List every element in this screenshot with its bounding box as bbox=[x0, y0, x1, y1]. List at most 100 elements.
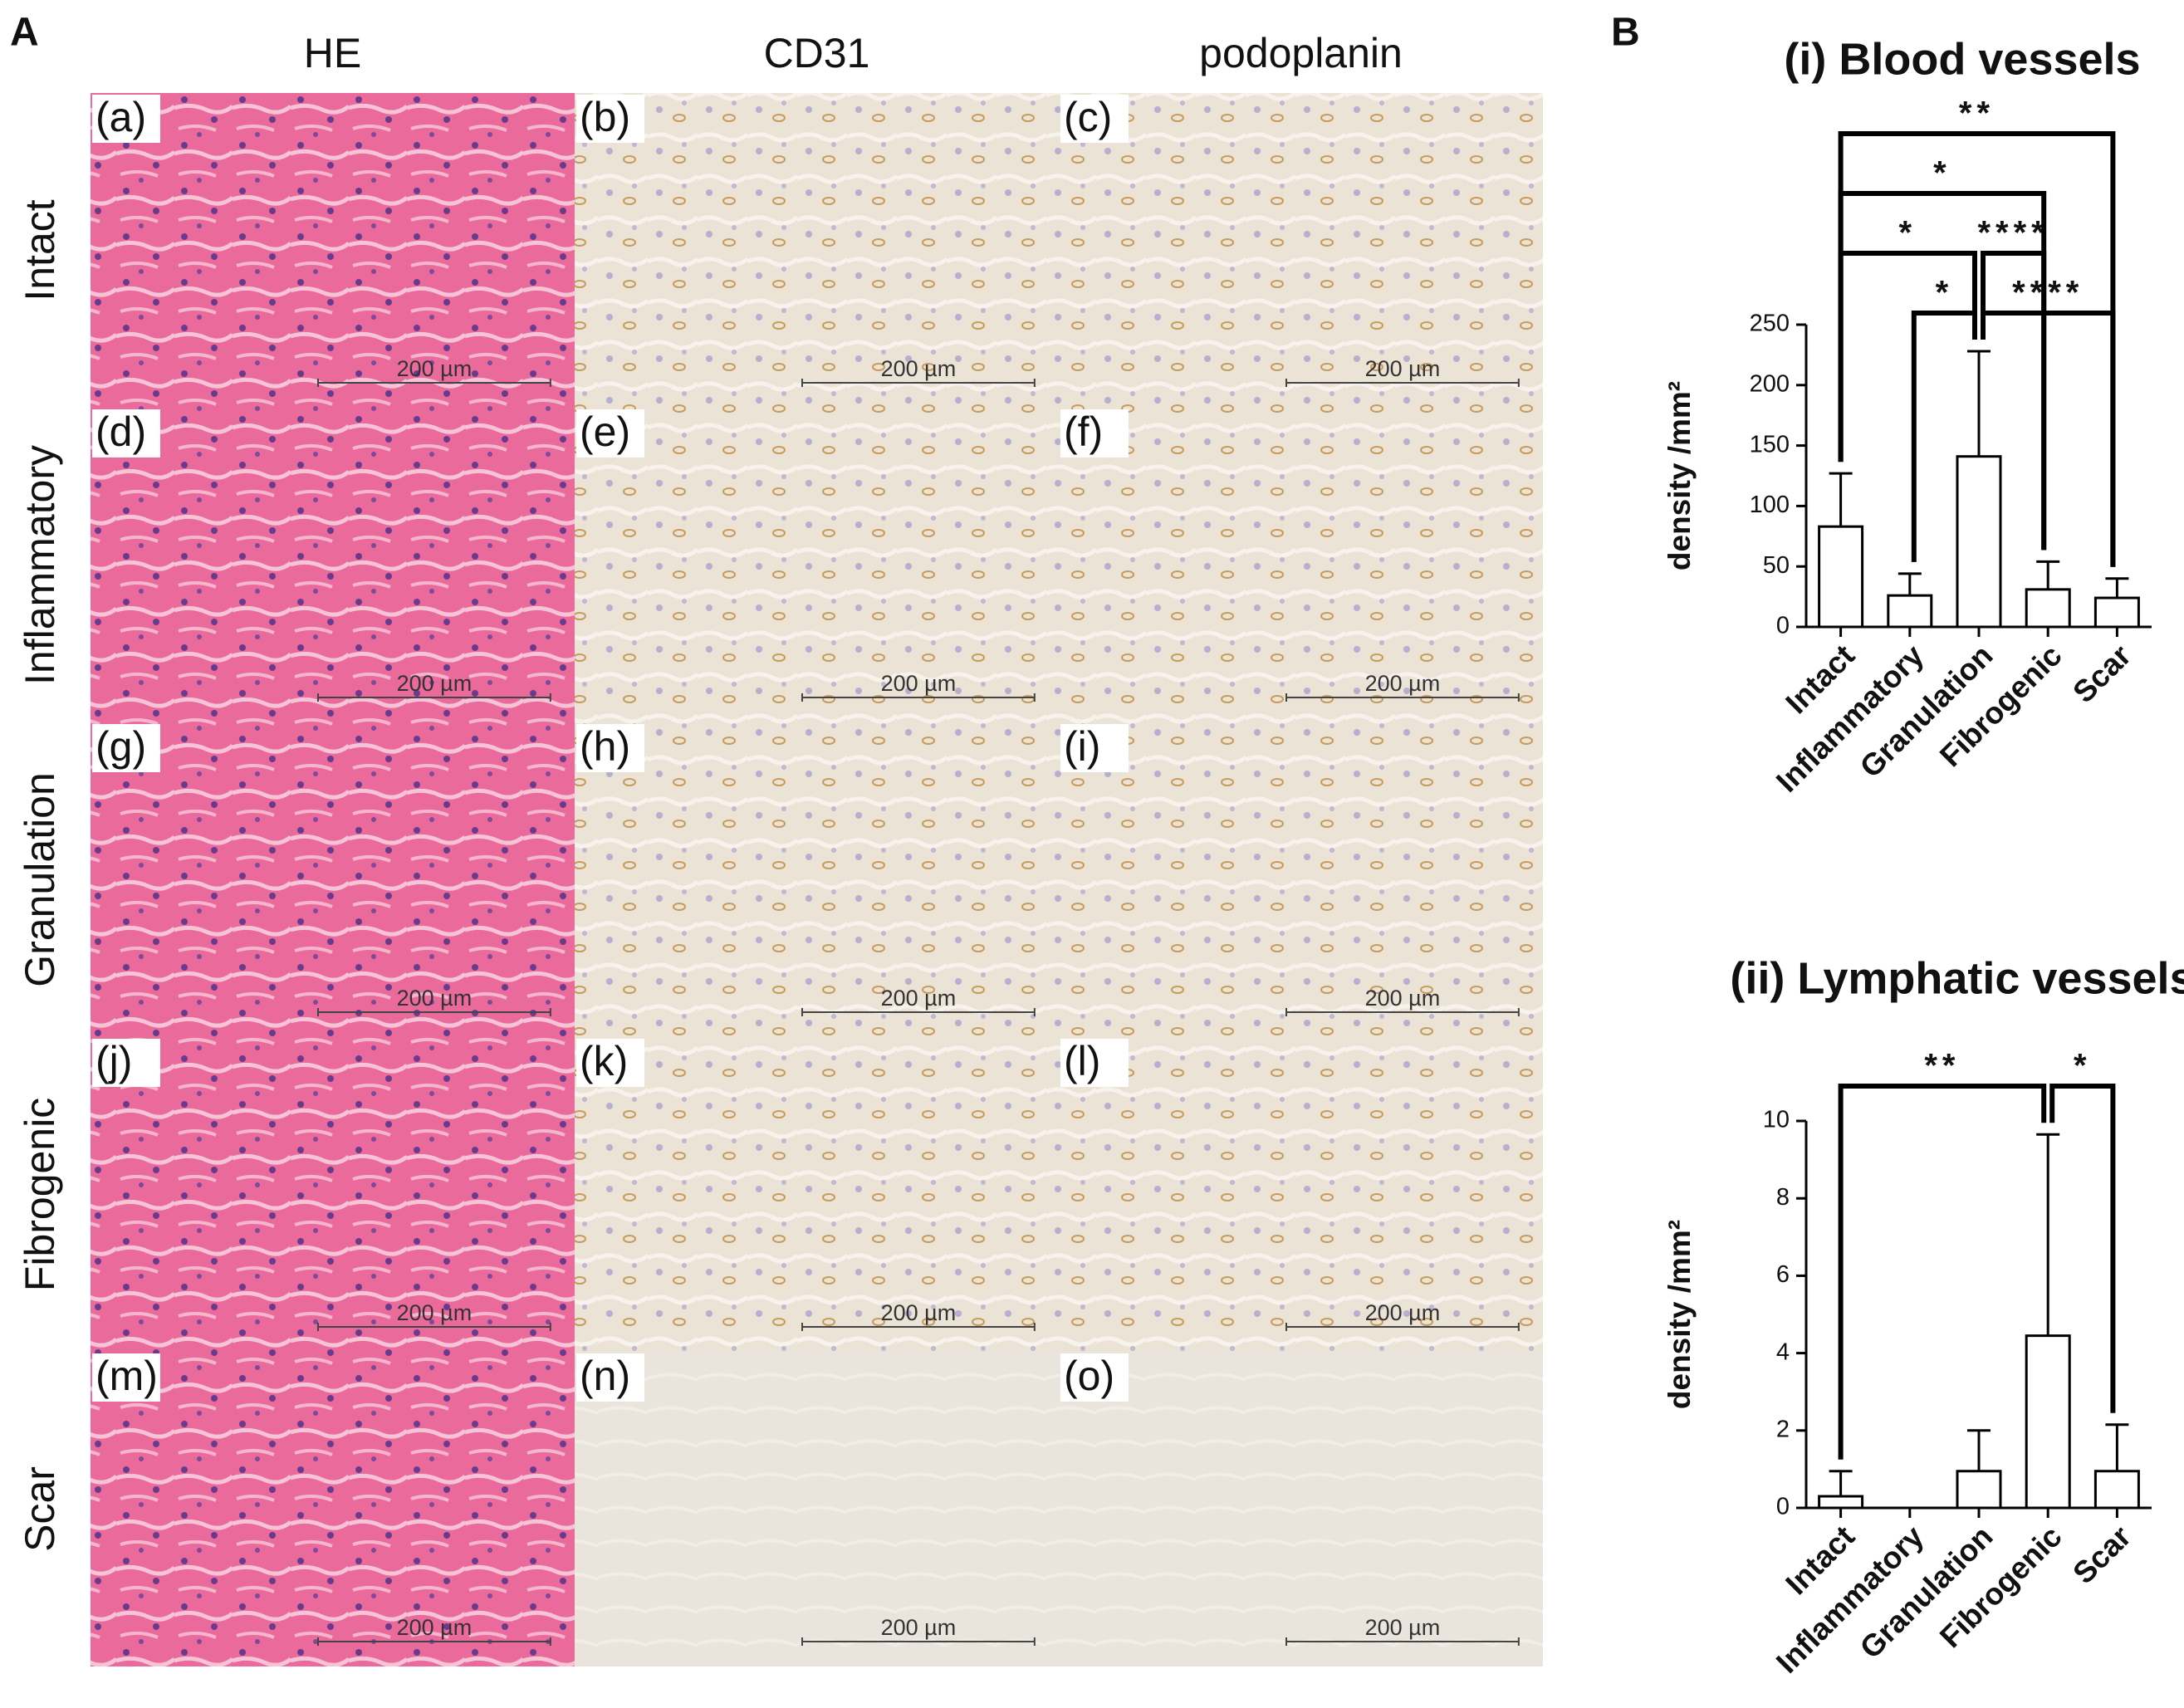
panel-letter-bg bbox=[92, 95, 160, 143]
bar bbox=[2025, 588, 2071, 629]
scale-bar-label: 200 µm bbox=[881, 356, 957, 381]
micrograph bbox=[91, 1352, 575, 1666]
bar bbox=[2093, 1470, 2140, 1510]
scale-bar-label: 200 µm bbox=[1365, 356, 1441, 381]
micrograph bbox=[1059, 93, 1543, 408]
scale-bar-label: 200 µm bbox=[881, 671, 957, 696]
row-label: Intact bbox=[17, 199, 63, 301]
panel-label: B bbox=[1611, 11, 1640, 55]
bar bbox=[1956, 1470, 2002, 1510]
bar bbox=[2093, 596, 2140, 629]
y-tick-label: 100 bbox=[1750, 492, 1790, 518]
scale-bar-label: 200 µm bbox=[397, 986, 473, 1011]
micrograph bbox=[91, 408, 575, 722]
panel-letter-bg bbox=[92, 1353, 160, 1402]
panel-letter-bg bbox=[1060, 95, 1129, 143]
panel-letter: (a) bbox=[95, 94, 146, 140]
panel-letter-bg bbox=[1060, 724, 1129, 772]
significance-label: **** bbox=[1977, 215, 2049, 252]
significance-label: * bbox=[1936, 275, 1954, 311]
scale-bar-label: 200 µm bbox=[397, 1300, 473, 1325]
panel-letter: (n) bbox=[580, 1353, 630, 1399]
micrograph bbox=[575, 722, 1059, 1037]
panel-letter-bg bbox=[576, 409, 644, 458]
micrograph bbox=[91, 1037, 575, 1352]
panel-letter-bg bbox=[1060, 409, 1129, 458]
micrograph bbox=[575, 1352, 1059, 1666]
panel-letter-bg bbox=[576, 1039, 644, 1087]
y-axis-label: density /mm² bbox=[1662, 1220, 1697, 1409]
chart-title: (ii) Lymphatic vessels bbox=[1730, 953, 2184, 1003]
micrograph bbox=[91, 93, 575, 408]
panel-letter: (h) bbox=[580, 723, 630, 770]
panel-letter-bg bbox=[1060, 1039, 1129, 1087]
significance-label: ** bbox=[1959, 95, 1995, 132]
micrograph bbox=[575, 1037, 1059, 1352]
bar bbox=[1956, 455, 2002, 629]
micrograph bbox=[1059, 1037, 1543, 1352]
scale-bar-label: 200 µm bbox=[397, 671, 473, 696]
y-tick-label: 250 bbox=[1750, 311, 1790, 337]
scale-bar-label: 200 µm bbox=[1365, 671, 1441, 696]
bar bbox=[2025, 1334, 2071, 1510]
y-tick-label: 2 bbox=[1776, 1416, 1790, 1442]
bar bbox=[1818, 1495, 1864, 1510]
y-tick-label: 10 bbox=[1763, 1107, 1790, 1133]
significance-bracket bbox=[1838, 251, 1977, 462]
panel-letter: (l) bbox=[1064, 1038, 1100, 1084]
x-tick-label: Scar bbox=[2066, 1520, 2137, 1591]
significance-label: ** bbox=[1924, 1048, 1960, 1084]
panel-letter-bg bbox=[92, 1039, 160, 1087]
column-header: podoplanin bbox=[1199, 30, 1403, 76]
micrograph bbox=[575, 408, 1059, 722]
scale-bar-label: 200 µm bbox=[397, 1615, 473, 1640]
panel-letter: (m) bbox=[95, 1353, 158, 1399]
row-label: Fibrogenic bbox=[17, 1098, 63, 1291]
panel-letter-bg bbox=[576, 95, 644, 143]
panel-letter: (f) bbox=[1064, 409, 1103, 455]
micrograph bbox=[1059, 722, 1543, 1037]
panel-letter: (c) bbox=[1064, 94, 1112, 140]
row-label: Scar bbox=[17, 1466, 63, 1552]
panel-letter: (g) bbox=[95, 723, 146, 770]
micrograph bbox=[1059, 408, 1543, 722]
bar bbox=[1818, 525, 1864, 629]
panel-letter: (k) bbox=[580, 1038, 628, 1084]
row-label: Inflammatory bbox=[17, 445, 63, 685]
y-tick-label: 0 bbox=[1776, 1494, 1790, 1520]
significance-label: * bbox=[2074, 1048, 2092, 1084]
scale-bar-label: 200 µm bbox=[1365, 986, 1441, 1011]
micrograph bbox=[1059, 1352, 1543, 1666]
significance-label: **** bbox=[2012, 275, 2084, 311]
panel-letter-bg bbox=[576, 1353, 644, 1402]
scale-bar-label: 200 µm bbox=[881, 1300, 957, 1325]
y-tick-label: 50 bbox=[1763, 552, 1790, 579]
bar bbox=[1887, 594, 1933, 629]
micrograph bbox=[91, 722, 575, 1037]
y-tick-label: 0 bbox=[1776, 613, 1790, 639]
significance-bracket bbox=[1838, 1084, 2047, 1460]
scale-bar-label: 200 µm bbox=[397, 356, 473, 381]
y-tick-label: 6 bbox=[1776, 1261, 1790, 1288]
significance-bracket bbox=[2049, 1084, 2116, 1413]
panel-letter: (e) bbox=[580, 409, 630, 455]
panel-letter: (o) bbox=[1064, 1353, 1114, 1399]
panel-letter: (i) bbox=[1064, 723, 1100, 770]
y-tick-label: 200 bbox=[1750, 370, 1790, 397]
panel-letter-bg bbox=[576, 724, 644, 772]
y-tick-label: 150 bbox=[1750, 431, 1790, 458]
panel-letter: (j) bbox=[95, 1038, 132, 1084]
panel-letter-bg bbox=[1060, 1353, 1129, 1402]
panel-letter: (d) bbox=[95, 409, 146, 455]
micrograph bbox=[575, 93, 1059, 408]
panel-letter-bg bbox=[92, 409, 160, 458]
column-header: HE bbox=[304, 30, 361, 76]
y-axis-label: density /mm² bbox=[1662, 381, 1697, 570]
scale-bar-label: 200 µm bbox=[1365, 1615, 1441, 1640]
scale-bar-label: 200 µm bbox=[881, 986, 957, 1011]
panel-letter: (b) bbox=[580, 94, 630, 140]
y-tick-label: 4 bbox=[1776, 1339, 1790, 1365]
significance-label: * bbox=[1899, 215, 1917, 252]
panel-letter-bg bbox=[92, 724, 160, 772]
